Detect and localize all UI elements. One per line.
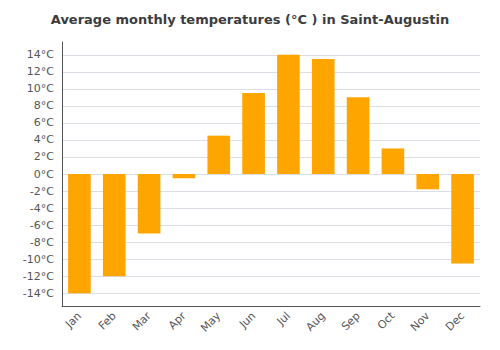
svg-text:14°C: 14°C: [27, 48, 54, 61]
svg-text:Apr: Apr: [166, 309, 189, 332]
svg-text:May: May: [198, 309, 224, 335]
svg-text:-8°C: -8°C: [30, 236, 54, 249]
svg-text:-6°C: -6°C: [30, 219, 54, 232]
svg-text:4°C: 4°C: [34, 133, 54, 146]
svg-text:-4°C: -4°C: [30, 202, 54, 215]
svg-text:Aug: Aug: [303, 309, 327, 333]
svg-text:10°C: 10°C: [27, 82, 54, 95]
svg-text:8°C: 8°C: [34, 99, 54, 112]
svg-text:Nov: Nov: [408, 309, 433, 334]
svg-text:-10°C: -10°C: [23, 253, 54, 266]
svg-text:0°C: 0°C: [34, 168, 54, 181]
svg-text:-14°C: -14°C: [23, 287, 54, 300]
svg-text:Average monthly temperatures (: Average monthly temperatures (°C ) in Sa…: [51, 12, 449, 27]
svg-text:Sep: Sep: [339, 309, 363, 333]
svg-text:Jan: Jan: [62, 309, 84, 331]
svg-text:-2°C: -2°C: [30, 185, 54, 198]
svg-text:2°C: 2°C: [34, 150, 54, 163]
svg-text:Jul: Jul: [274, 309, 293, 328]
svg-text:Oct: Oct: [375, 309, 398, 332]
svg-text:6°C: 6°C: [34, 116, 54, 129]
svg-text:-12°C: -12°C: [23, 270, 54, 283]
svg-text:Dec: Dec: [443, 309, 467, 333]
svg-text:12°C: 12°C: [27, 65, 54, 78]
svg-text:Mar: Mar: [130, 309, 154, 333]
svg-text:Feb: Feb: [96, 309, 119, 332]
svg-text:Jun: Jun: [236, 309, 258, 331]
